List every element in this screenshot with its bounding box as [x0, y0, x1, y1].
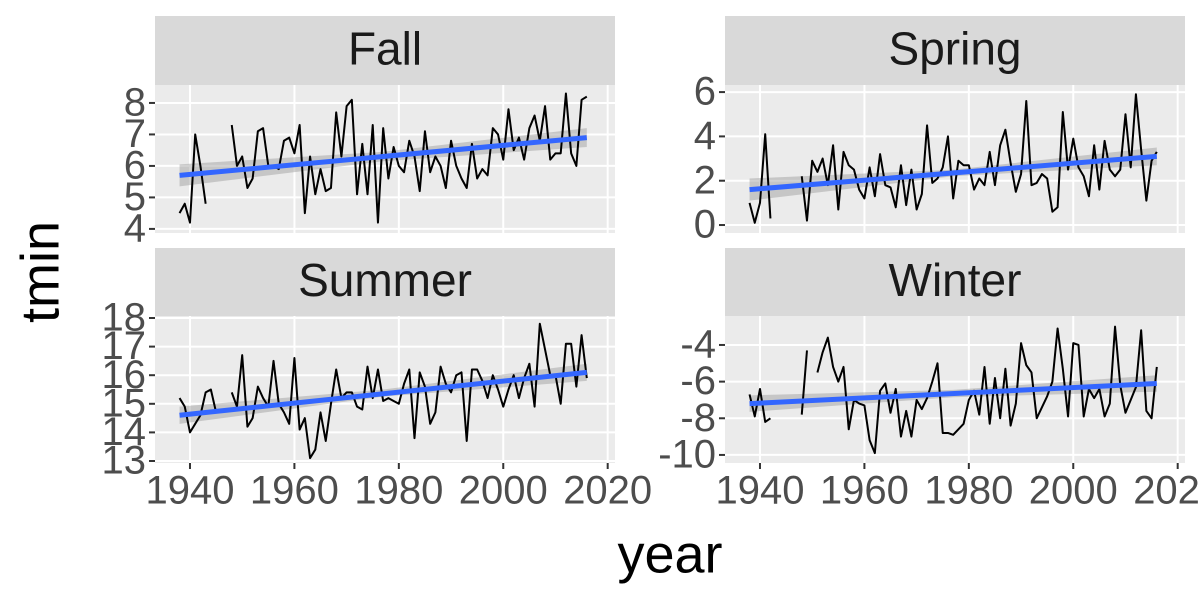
y-tick-label: -8 [680, 396, 716, 440]
y-tick-label: 16 [102, 353, 147, 397]
y-tick-label: 15 [102, 381, 147, 425]
y-tick-label: 14 [102, 410, 147, 454]
y-tick-label: 6 [124, 143, 146, 187]
x-axis-title: year [617, 524, 722, 584]
x-tick-label: 1960 [820, 469, 909, 513]
y-tick-label: 2 [694, 158, 716, 202]
y-tick-label: 5 [124, 175, 146, 219]
data-line [748, 93, 1158, 224]
strip [725, 248, 1185, 316]
y-tick-label: 4 [124, 206, 146, 250]
strip [155, 248, 615, 316]
trend-line [179, 369, 588, 418]
x-tick-label: 2020 [563, 469, 652, 513]
strip [155, 16, 615, 85]
strip-label: Winter [889, 254, 1022, 306]
y-tick-label: 7 [124, 112, 146, 156]
x-tick-label: 2000 [1029, 469, 1118, 513]
y-tick-label: 18 [102, 296, 147, 340]
x-tick-label: 1940 [715, 469, 804, 513]
trend-line [179, 135, 588, 178]
y-tick-label: 17 [102, 324, 147, 368]
strip-label: Spring [889, 23, 1022, 75]
y-tick-label: 4 [694, 114, 716, 158]
y-tick-label: 6 [694, 70, 716, 114]
strip-label: Fall [348, 23, 422, 75]
y-tick-label: 13 [102, 439, 147, 483]
x-tick-label: 1980 [924, 469, 1013, 513]
y-tick-label: -4 [680, 323, 716, 367]
x-tick-label: 2020 [1133, 469, 1200, 513]
y-tick-label: 0 [694, 203, 716, 247]
x-tick-label: 2000 [459, 469, 548, 513]
panel-background [155, 85, 615, 233]
data-line [748, 325, 1158, 455]
y-tick-label: -10 [658, 432, 716, 476]
trend-line [749, 380, 1157, 407]
panel-background [725, 316, 1185, 463]
y-tick-label: 8 [124, 81, 146, 125]
x-tick-label: 1980 [354, 469, 443, 513]
y-tick-label: -6 [680, 359, 716, 403]
x-tick-label: 1960 [250, 469, 339, 513]
strip [725, 16, 1185, 85]
strip-label: Summer [298, 254, 472, 306]
trend-line [749, 153, 1158, 193]
x-tick-label: 1940 [145, 469, 234, 513]
y-axis-title: tmin [10, 221, 70, 323]
